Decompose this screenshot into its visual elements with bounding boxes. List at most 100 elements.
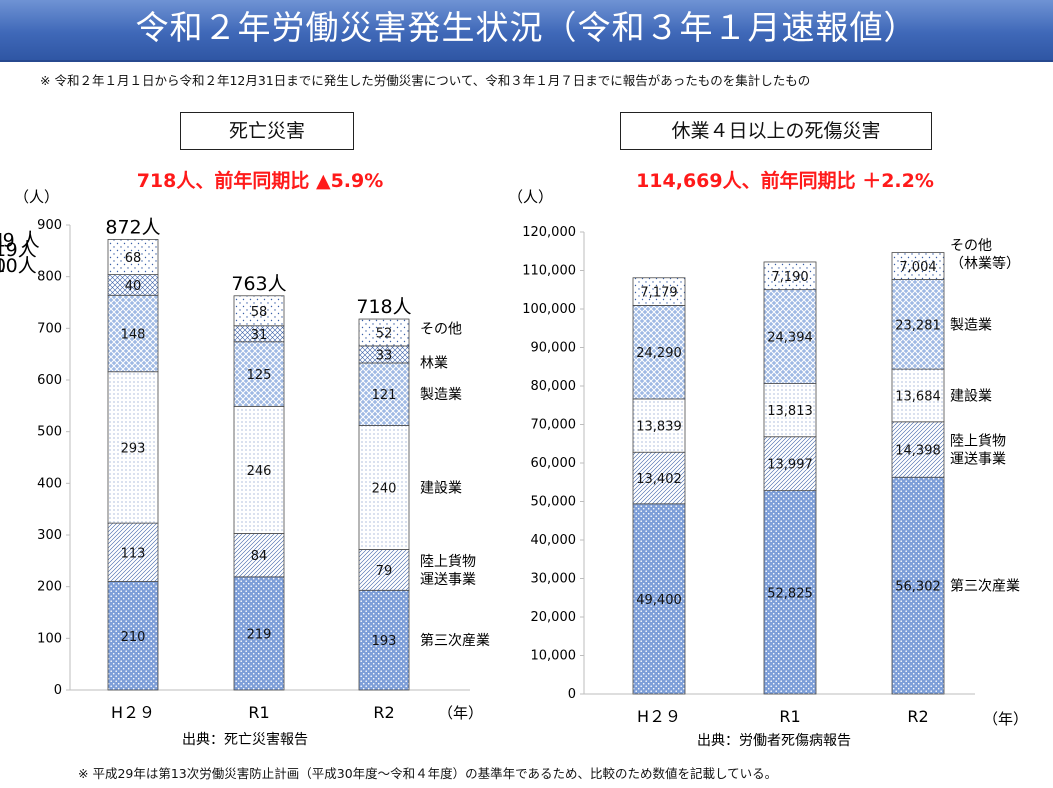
- legend-label: 第三次産業: [420, 632, 490, 649]
- x-tick-label: H２９: [111, 703, 155, 722]
- y-tick-label: 80,000: [531, 379, 577, 394]
- bar-segment: [763, 383, 817, 438]
- y-tick-label: 0: [568, 687, 576, 702]
- data-label: 58: [251, 305, 268, 320]
- y-tick-label: 300: [37, 528, 62, 543]
- data-label: 13,997: [767, 458, 813, 473]
- bar-segment: [358, 318, 410, 347]
- y-tick-label: 110,000: [522, 264, 576, 279]
- bar-segment: [891, 476, 945, 695]
- data-label: 23,281: [895, 318, 941, 333]
- legend-label: その他: [950, 238, 992, 254]
- right-x-unit: （年）: [983, 710, 1028, 728]
- y-tick-label: 400: [37, 476, 62, 491]
- bar-segment: [763, 436, 817, 492]
- x-tick-label: R1: [779, 707, 800, 726]
- data-label: 24,394: [767, 331, 813, 346]
- total-label: 872人: [105, 216, 160, 238]
- legend-label: 建設業: [420, 480, 462, 496]
- bar-segment: [632, 451, 686, 505]
- y-tick-label: 20,000: [531, 610, 577, 625]
- data-label: 121: [372, 388, 397, 403]
- data-label: 193: [372, 634, 397, 649]
- y-tick-label: 10,000: [531, 649, 577, 664]
- data-label: 31: [251, 328, 268, 343]
- left-x-unit: （年）: [438, 704, 483, 722]
- bar-segment: [358, 549, 410, 591]
- y-tick-label: 900: [37, 218, 62, 233]
- left-heading: 死亡災害: [180, 112, 354, 150]
- legend-label: 陸上貨物: [420, 553, 476, 570]
- data-label: 13,813: [767, 404, 813, 419]
- legend-label: 建設業: [950, 388, 992, 404]
- x-tick-label: R2: [907, 707, 928, 726]
- bar-segment: [107, 294, 159, 373]
- data-label: 24,290: [636, 346, 682, 361]
- y-tick-label: 800: [37, 270, 62, 285]
- data-label: 210: [121, 630, 146, 645]
- left-source: 出典：死亡災害報告: [182, 732, 308, 748]
- data-label: 240: [372, 481, 397, 496]
- legend-label: 製造業: [950, 317, 992, 333]
- bar-segment: [891, 252, 945, 280]
- x-tick-label: H２９: [637, 707, 681, 726]
- bar-segment: [763, 261, 817, 291]
- data-label: 33: [376, 348, 393, 363]
- y-tick-label: 120,000: [522, 225, 576, 240]
- data-label: 13,402: [636, 472, 682, 487]
- data-label: 219: [247, 627, 272, 642]
- note-bottom: ※ 平成29年は第13次労働災害防止計画（平成30年度～令和４年度）の基準年であ…: [78, 766, 778, 781]
- data-label: 148: [121, 328, 146, 343]
- left-headline: 718人、前年同期比 ▲5.9%: [136, 170, 384, 192]
- data-label: 7,179: [640, 286, 677, 301]
- legend-label: 製造業: [420, 387, 462, 403]
- right-y-unit: （人）: [508, 188, 553, 206]
- y-tick-label: 200: [37, 580, 62, 595]
- left-chart: 0 100 200 300 400 500 600 700 800 900 210 113 293 148…: [37, 216, 490, 722]
- data-label: 7,004: [899, 260, 936, 275]
- total-label: 763人: [231, 273, 286, 295]
- legend-label: 運送事業: [950, 452, 1006, 468]
- data-label: 84: [251, 549, 268, 564]
- bar-segment: [358, 425, 410, 550]
- y-tick-label: 30,000: [531, 572, 577, 587]
- bar-segment: [358, 589, 410, 691]
- right-headline: 114,669人、前年同期比 ＋2.2%: [636, 170, 934, 192]
- bar-segment: [233, 576, 285, 691]
- legend-label: （林業等）: [950, 255, 1020, 272]
- x-tick-label: R2: [373, 703, 394, 722]
- data-label: 14,398: [895, 444, 941, 459]
- data-label: 293: [121, 441, 146, 456]
- bar-segment: [891, 279, 945, 370]
- bar-segment: [107, 239, 159, 275]
- y-tick-label: 100: [37, 631, 62, 646]
- y-tick-label: 600: [37, 373, 62, 388]
- legend-label: その他: [420, 321, 462, 337]
- bar-segment: [891, 421, 945, 478]
- y-tick-label: 50,000: [531, 495, 577, 510]
- y-tick-label: 70,000: [531, 418, 577, 433]
- data-label: 246: [247, 464, 272, 479]
- right-heading: 休業４日以上の死傷災害: [620, 112, 932, 150]
- legend-label: 第三次産業: [950, 578, 1020, 595]
- y-tick-label: 500: [37, 425, 62, 440]
- y-tick-label: 100,000: [522, 302, 576, 317]
- total-label: 718人: [356, 296, 411, 318]
- data-label: 125: [247, 368, 272, 383]
- data-label: 52,825: [767, 586, 813, 601]
- data-label: 113: [121, 546, 146, 561]
- y-tick-label: 90,000: [531, 341, 577, 356]
- bar-segment: [763, 289, 817, 384]
- bar-segment: [107, 581, 159, 691]
- data-label: 7,190: [771, 270, 808, 285]
- page-title: 令和２年労働災害発生状況（令和３年１月速報値）: [135, 8, 918, 47]
- right-source: 出典：労働者死傷病報告: [697, 733, 851, 749]
- bar-segment: [107, 522, 159, 582]
- data-label: 79: [376, 564, 393, 579]
- note-top: ※ 令和２年１月１日から令和２年12月31日までに発生した労働災害について、令和…: [40, 73, 811, 88]
- data-label: 49,400: [636, 593, 682, 608]
- data-label: 13,839: [636, 420, 682, 435]
- legend-label: 陸上貨物: [950, 433, 1006, 450]
- y-tick-label: 700: [37, 321, 62, 336]
- bar-segment: [107, 371, 159, 524]
